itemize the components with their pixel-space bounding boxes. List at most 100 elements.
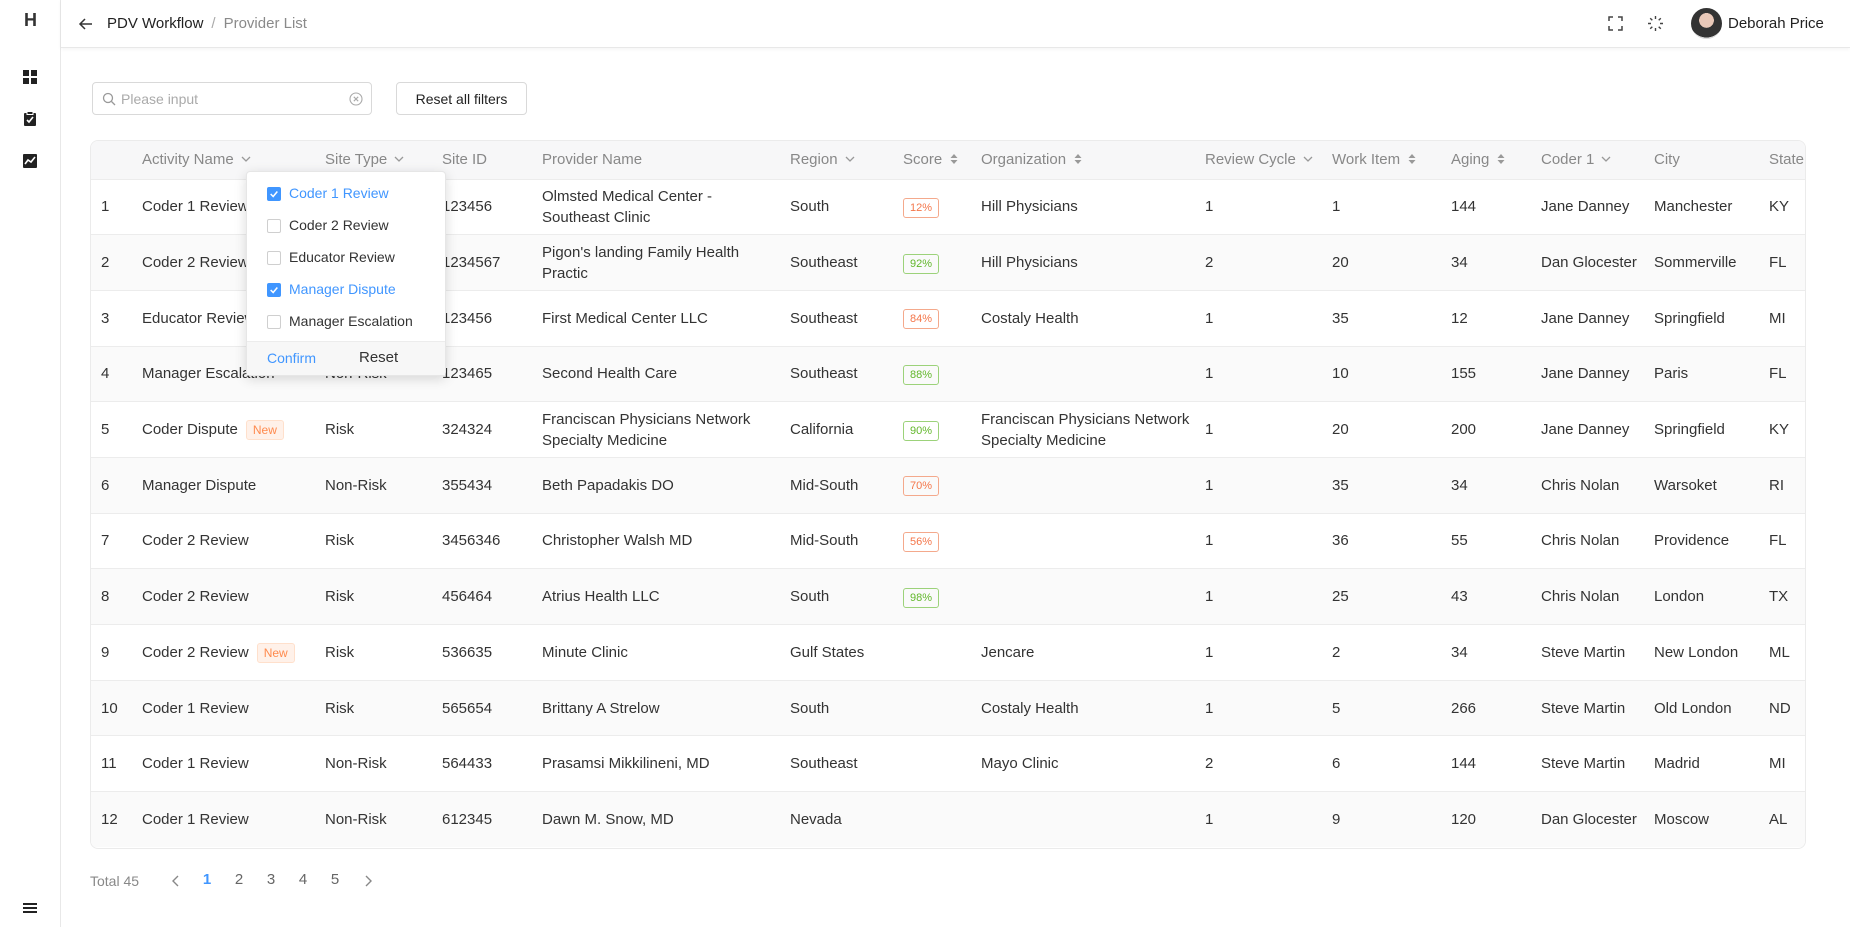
cell-site-id: 612345 bbox=[442, 811, 493, 829]
reset-all-filters-button[interactable]: Reset all filters bbox=[396, 82, 527, 115]
column-header-label: Score bbox=[903, 151, 943, 169]
cell-site-id: 564433 bbox=[442, 755, 493, 773]
cell-activity: Coder 1 Review bbox=[130, 736, 313, 792]
column-header[interactable]: Score bbox=[891, 141, 969, 179]
page-5[interactable]: 5 bbox=[330, 871, 340, 888]
cell-score bbox=[891, 736, 969, 792]
table-row[interactable]: 12 Coder 1 Review Non-Risk 612345 Dawn M. Sn… bbox=[91, 791, 1805, 848]
column-header[interactable]: Review Cycle bbox=[1193, 141, 1320, 179]
back-arrow-icon[interactable] bbox=[77, 15, 95, 33]
cell-n: 4 bbox=[101, 365, 110, 383]
cell-score: 84% bbox=[891, 290, 969, 346]
chart-icon[interactable] bbox=[22, 153, 38, 169]
reset-button[interactable]: Reset bbox=[359, 349, 399, 366]
chevron-down-icon[interactable] bbox=[844, 153, 856, 165]
chevron-down-icon[interactable] bbox=[393, 153, 405, 165]
page-2[interactable]: 2 bbox=[234, 871, 244, 888]
cell-score: 92% bbox=[891, 235, 969, 291]
cell-state: MI bbox=[1769, 309, 1786, 327]
search-box bbox=[92, 82, 372, 115]
page-3[interactable]: 3 bbox=[266, 871, 276, 888]
clear-icon[interactable] bbox=[349, 92, 363, 106]
user-avatar[interactable] bbox=[1691, 8, 1722, 39]
cell-site-type: Risk bbox=[325, 421, 355, 439]
filter-checkbox[interactable] bbox=[267, 187, 281, 201]
column-header-label: Aging bbox=[1451, 151, 1490, 169]
cell-aging: 266 bbox=[1451, 699, 1477, 717]
cell-site-id: 324324 bbox=[442, 421, 493, 439]
sort-icon[interactable] bbox=[948, 153, 960, 165]
cell-provider: Minute Clinic bbox=[542, 643, 628, 661]
cell-site-id: 565654 bbox=[442, 699, 493, 717]
prev-page-icon[interactable] bbox=[170, 875, 182, 887]
new-badge: New bbox=[256, 642, 295, 663]
sort-icon[interactable] bbox=[1495, 153, 1507, 165]
column-header[interactable]: Aging bbox=[1439, 141, 1529, 179]
table-row[interactable]: 10 Coder 1 Review Risk 565654 Brittany A Str… bbox=[91, 680, 1805, 736]
filter-option-label: Coder 1 Review bbox=[289, 185, 389, 201]
column-header-label: Organization bbox=[981, 151, 1067, 169]
breadcrumb-workflow[interactable]: PDV Workflow bbox=[107, 15, 204, 32]
cell-coder: Jane Danney bbox=[1541, 198, 1630, 216]
page-4[interactable]: 4 bbox=[298, 871, 308, 888]
column-header[interactable]: Work Item bbox=[1320, 141, 1439, 179]
cell-site-id: 123456 bbox=[442, 198, 493, 216]
column-header[interactable]: Activity Name bbox=[130, 141, 313, 179]
sort-icon[interactable] bbox=[1072, 153, 1084, 165]
chevron-down-icon[interactable] bbox=[1600, 153, 1612, 165]
clipboard-check-icon[interactable] bbox=[22, 111, 38, 127]
top-bar: PDV Workflow / Provider List Deborah Price bbox=[61, 0, 1850, 48]
cell-coder: Steve Martin bbox=[1541, 699, 1626, 717]
column-header: Provider Name bbox=[530, 141, 778, 179]
new-badge: New bbox=[245, 420, 284, 441]
table-row[interactable]: 9 Coder 2 Review New Risk 536635 Minute Clini… bbox=[91, 624, 1805, 681]
filter-checkbox[interactable] bbox=[267, 251, 281, 265]
confirm-button[interactable]: Confirm bbox=[267, 350, 317, 366]
column-header[interactable]: Site Type bbox=[313, 141, 430, 179]
menu-icon[interactable] bbox=[22, 900, 38, 916]
cell-org: Franciscan Physicians Network Specialty … bbox=[981, 410, 1190, 449]
cell-score: 98% bbox=[891, 569, 969, 625]
app-logo[interactable]: H bbox=[24, 10, 37, 30]
fullscreen-icon[interactable] bbox=[1607, 15, 1624, 32]
chevron-down-icon[interactable] bbox=[240, 153, 252, 165]
cell-org: Mayo Clinic bbox=[981, 755, 1059, 773]
table-row[interactable]: 5 Coder Dispute New Risk 324324 Franciscan Ph… bbox=[91, 401, 1805, 458]
cell-n: 11 bbox=[101, 755, 117, 773]
cell-aging: 12 bbox=[1451, 309, 1468, 327]
cell-work: 36 bbox=[1332, 532, 1349, 550]
table-row[interactable]: 6 Manager Dispute Non-Risk 355434 Beth Papad… bbox=[91, 457, 1805, 514]
filter-checkbox[interactable] bbox=[267, 315, 281, 329]
cell-aging: 34 bbox=[1451, 643, 1468, 661]
search-input[interactable] bbox=[121, 88, 341, 110]
column-header[interactable]: Coder 1 bbox=[1529, 141, 1642, 179]
table-row[interactable]: 8 Coder 2 Review Risk 456464 Atrius Health L… bbox=[91, 568, 1805, 625]
cell-state: AL bbox=[1769, 811, 1788, 829]
next-page-icon[interactable] bbox=[362, 875, 374, 887]
theme-toggle-icon[interactable] bbox=[1647, 15, 1664, 32]
page-1[interactable]: 1 bbox=[202, 871, 212, 888]
filter-checkbox[interactable] bbox=[267, 283, 281, 297]
cell-city: Springfield bbox=[1654, 421, 1725, 439]
user-name[interactable]: Deborah Price bbox=[1728, 15, 1824, 32]
column-header[interactable]: Organization bbox=[969, 141, 1193, 179]
table-row[interactable]: 7 Coder 2 Review Risk 3456346 Christopher Wa… bbox=[91, 513, 1805, 569]
cell-site-id: 123465 bbox=[442, 365, 493, 383]
column-header[interactable]: Region bbox=[778, 141, 891, 179]
table-row[interactable]: 11 Coder 1 Review Non-Risk 564433 Prasamsi M… bbox=[91, 735, 1805, 792]
filter-checkbox[interactable] bbox=[267, 219, 281, 233]
cell-city: Paris bbox=[1654, 365, 1689, 383]
cell-region: Southeast bbox=[790, 254, 858, 272]
dashboard-icon[interactable] bbox=[22, 69, 38, 85]
sort-icon[interactable] bbox=[1406, 153, 1418, 165]
cell-cycle: 1 bbox=[1205, 643, 1214, 661]
score-badge: 92% bbox=[903, 253, 940, 274]
cell-provider: Beth Papadakis DO bbox=[542, 476, 674, 494]
column-header: State bbox=[1757, 141, 1805, 179]
column-header-label: Region bbox=[790, 151, 838, 169]
cell-n: 2 bbox=[101, 254, 110, 272]
column-header: Site ID bbox=[430, 141, 530, 179]
cell-aging: 34 bbox=[1451, 254, 1468, 272]
chevron-down-icon[interactable] bbox=[1302, 153, 1314, 165]
